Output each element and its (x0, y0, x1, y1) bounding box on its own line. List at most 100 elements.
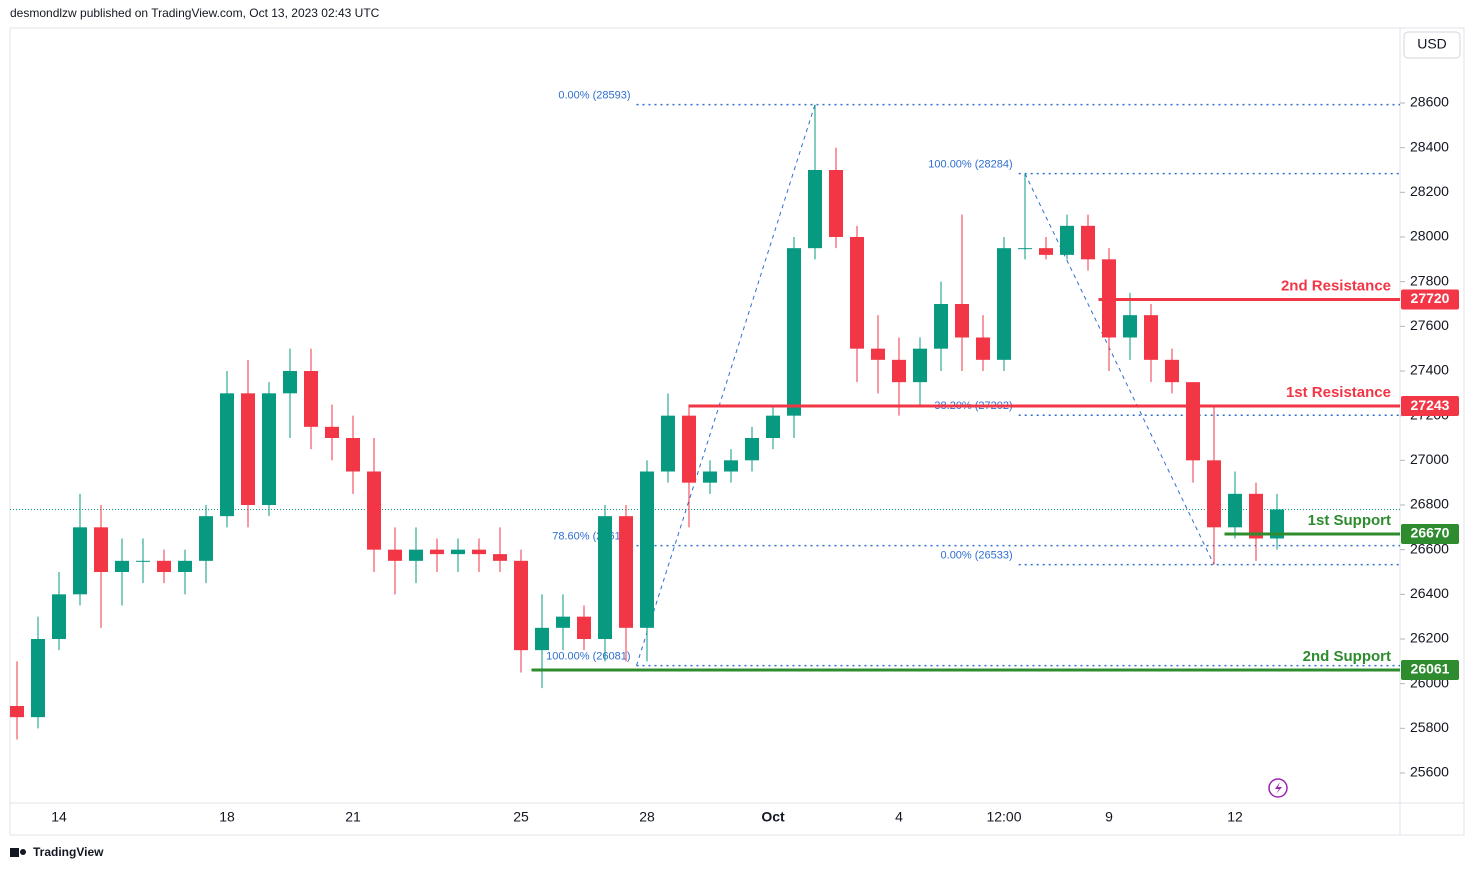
y-tick-label: 28000 (1410, 228, 1449, 244)
candle-body (1039, 248, 1053, 255)
y-tick-label: 27600 (1410, 317, 1449, 333)
y-tick-label: 27000 (1410, 451, 1449, 467)
candle-body (136, 560, 150, 562)
candle-body (850, 236, 864, 349)
candle-body (472, 549, 486, 555)
candle-body (1018, 248, 1032, 250)
candle-body (892, 359, 906, 383)
candle-body (703, 471, 717, 483)
x-tick-label: 12:00 (986, 809, 1021, 825)
x-tick-label: 25 (513, 809, 529, 825)
candle-body (1123, 315, 1137, 338)
y-tick-label: 25600 (1410, 764, 1449, 780)
x-tick-label: 28 (639, 809, 655, 825)
candle-body (220, 393, 234, 517)
x-tick-label: 9 (1105, 809, 1113, 825)
candle-body (577, 616, 591, 639)
fib-label: 100.00% (26081) (546, 650, 630, 662)
lightning-icon[interactable] (1268, 778, 1288, 798)
fib-trend (636, 104, 816, 666)
y-tick-label: 28200 (1410, 183, 1449, 199)
candle-body (640, 471, 654, 628)
brand: TradingView (33, 845, 104, 859)
candle-body (157, 560, 171, 572)
candle-body (514, 560, 528, 651)
candle-body (1186, 382, 1200, 461)
candle-body (871, 348, 885, 360)
candle-body (1165, 359, 1179, 383)
candle-body (31, 638, 45, 718)
level-value: 26061 (1411, 661, 1450, 677)
candle-body (1228, 493, 1242, 528)
level-value: 27720 (1411, 290, 1450, 306)
candle-body (346, 437, 360, 472)
candle-body (556, 616, 570, 628)
candle-body (178, 560, 192, 572)
level-name: 1st Support (1308, 512, 1391, 529)
x-tick-label: 21 (345, 809, 361, 825)
level-badge (1401, 524, 1459, 545)
candle-body (1249, 493, 1263, 539)
level-value: 27243 (1411, 397, 1450, 413)
fib-label: 0.00% (28593) (558, 89, 630, 101)
fib-label: 78.60% (26618) (552, 531, 630, 543)
y-tick-label: 25800 (1410, 719, 1449, 735)
x-tick-label: 4 (895, 809, 903, 825)
level-badge (1401, 396, 1459, 417)
candle-body (598, 516, 612, 639)
candle-body (325, 426, 339, 438)
y-tick-label: 28600 (1410, 94, 1449, 110)
level-value: 26670 (1411, 525, 1450, 541)
y-tick-label: 26400 (1410, 585, 1449, 601)
candle-body (199, 516, 213, 561)
level-name: 1st Resistance (1286, 384, 1391, 401)
candle-body (115, 560, 129, 572)
candle-body (430, 549, 444, 555)
logo (10, 848, 26, 857)
candle-body (829, 169, 843, 237)
candle-body (976, 337, 990, 360)
candle-body (913, 348, 927, 383)
candle-body (304, 370, 318, 427)
y-tick-label: 27400 (1410, 362, 1449, 378)
x-tick-label: 14 (51, 809, 67, 825)
candle-body (955, 303, 969, 338)
candle-body (493, 554, 507, 561)
currency[interactable]: USD (1417, 36, 1447, 52)
candle-body (745, 437, 759, 461)
candle-body (94, 527, 108, 572)
frame (9, 27, 1465, 836)
x-tick-label: 12 (1227, 809, 1243, 825)
level-badge (1401, 289, 1459, 310)
candle-body (262, 393, 276, 505)
candle-body (388, 549, 402, 561)
fib-label: 100.00% (28284) (928, 158, 1012, 170)
candle-body (1144, 315, 1158, 360)
level-badge (1401, 660, 1459, 681)
fib-label: 0.00% (26533) (941, 550, 1013, 562)
candle-body (1270, 509, 1284, 539)
candle-body (787, 248, 801, 416)
candle-body (451, 549, 465, 555)
candle-body (535, 627, 549, 651)
header: desmondlzw published on TradingView.com,… (10, 6, 380, 20)
candle-body (808, 169, 822, 249)
candle-body (1081, 225, 1095, 260)
candle-body (997, 248, 1011, 360)
level-name: 2nd Resistance (1281, 277, 1391, 294)
candle-body (619, 516, 633, 628)
y-tick-label: 28400 (1410, 138, 1449, 154)
currency-button[interactable] (1403, 31, 1461, 59)
candle-body (283, 370, 297, 394)
candle-body (766, 415, 780, 438)
candle-body (934, 303, 948, 349)
y-tick-label: 26200 (1410, 630, 1449, 646)
candle-body (52, 594, 66, 639)
candle-body (1060, 225, 1074, 255)
x-tick-label: 18 (219, 809, 235, 825)
y-tick-label: 26800 (1410, 496, 1449, 512)
candle-body (10, 705, 24, 718)
candle-body (241, 393, 255, 505)
candle-body (724, 460, 738, 472)
